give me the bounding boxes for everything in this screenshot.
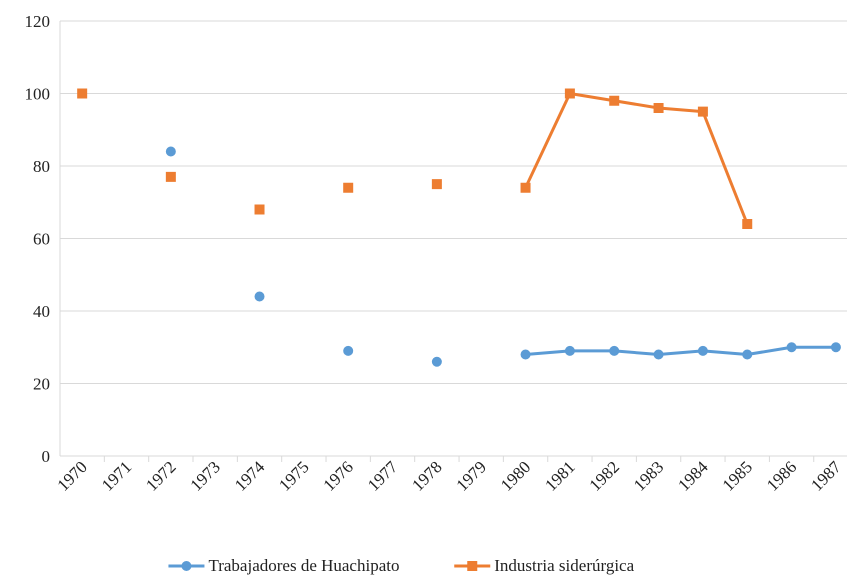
data-point (609, 95, 620, 106)
x-tick-label: 1978 (408, 457, 445, 494)
x-tick-label: 1977 (364, 457, 402, 495)
data-point (343, 345, 354, 356)
x-tick-label: 1985 (719, 457, 756, 494)
data-point (653, 103, 664, 113)
data-point (254, 204, 265, 215)
x-tick-label: 1974 (231, 457, 269, 495)
data-point (653, 349, 664, 360)
legend-label: Industria siderúrgica (494, 556, 634, 575)
x-tick-label: 1976 (320, 457, 357, 494)
y-tick-label: 80 (33, 157, 50, 176)
data-point (431, 356, 442, 367)
x-tick-label: 1984 (674, 457, 712, 495)
legend-marker (467, 561, 478, 571)
y-tick-label: 60 (33, 230, 50, 249)
data-point (431, 179, 442, 190)
data-point (697, 345, 708, 356)
x-tick-label: 1987 (807, 457, 845, 495)
x-tick-label: 1986 (763, 457, 800, 494)
x-tick-label: 1981 (541, 457, 578, 494)
data-point (165, 171, 176, 182)
x-tick-label: 1972 (142, 457, 179, 494)
legend-marker (181, 561, 192, 571)
y-tick-label: 100 (25, 85, 51, 104)
data-point (742, 219, 753, 229)
data-point (742, 349, 753, 360)
data-point (343, 182, 354, 193)
x-tick-label: 1979 (453, 457, 490, 494)
y-tick-label: 20 (33, 375, 50, 394)
y-tick-label: 40 (33, 302, 50, 321)
x-tick-label: 1971 (98, 457, 135, 494)
series-line (525, 345, 836, 356)
legend-label: Trabajadores de Huachipato (208, 556, 399, 575)
y-tick-label: 0 (42, 447, 51, 466)
data-point (564, 88, 575, 99)
data-point (786, 342, 797, 353)
x-tick-label: 1970 (54, 457, 91, 494)
legend-item: Trabajadores de Huachipato (168, 556, 399, 575)
legend-item: Industria siderúrgica (454, 556, 635, 575)
x-tick-label: 1983 (630, 457, 667, 494)
data-point (165, 146, 176, 157)
legend: Trabajadores de Huachipato Industria side… (168, 556, 635, 575)
data-point (697, 106, 708, 117)
data-point (520, 182, 531, 193)
series-line (524, 92, 749, 225)
data-point (564, 345, 575, 356)
data-point (609, 345, 620, 356)
data-point (77, 88, 88, 99)
x-tick-label: 1973 (187, 457, 224, 494)
x-tick-label: 1980 (497, 457, 534, 494)
data-point (254, 291, 265, 302)
y-tick-label: 120 (25, 12, 51, 31)
data-point (520, 349, 531, 360)
data-point (830, 342, 841, 353)
x-tick-label: 1975 (275, 457, 312, 494)
x-tick-label: 1982 (586, 457, 623, 494)
